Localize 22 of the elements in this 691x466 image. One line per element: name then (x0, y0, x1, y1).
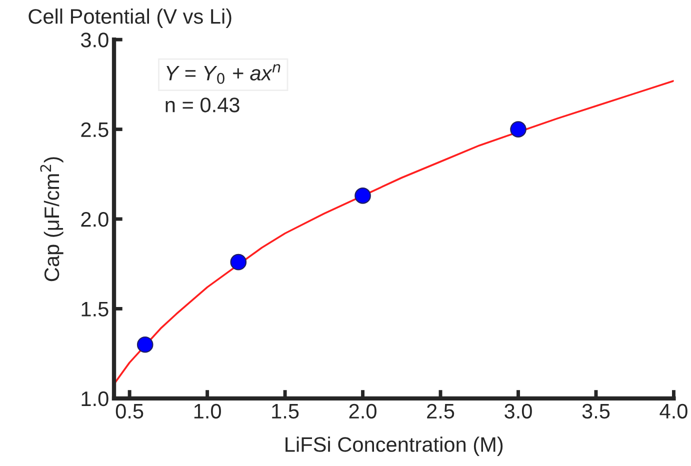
point (510, 121, 526, 138)
annotation: Y = Y$_{0}$ + ax$^{n}$ (166, 64, 280, 84)
y-axis-title: Cap (μF/cm$^{2}$) (40, 157, 64, 282)
annotation: n = 0.43 (166, 98, 240, 112)
x-tick-label: 0.5 (116, 404, 144, 419)
point (230, 254, 247, 270)
y-tick-label: 2.0 (81, 212, 108, 227)
x-tick-label: 2.0 (349, 404, 376, 419)
x-tick-label: 4.0 (660, 404, 688, 419)
x-tick-label: 1.5 (272, 404, 299, 419)
x-tick-label: 2.5 (427, 404, 454, 419)
y-tick-label: 2.5 (81, 122, 108, 138)
y-tick-label: 1.0 (82, 391, 108, 406)
x-tick-label: 3.5 (582, 404, 610, 419)
point (354, 188, 371, 204)
x-tick-label: 3.0 (504, 404, 532, 419)
point (136, 336, 154, 353)
chart-title: Cell Potential (V vs Li) (28, 8, 232, 28)
x-tick-label: 1.0 (194, 404, 221, 419)
y-tick-label: 3.0 (80, 32, 108, 48)
y-tick-label: 1.5 (82, 302, 108, 316)
x-axis-title: LiFSi Concentration (M) (286, 436, 503, 456)
